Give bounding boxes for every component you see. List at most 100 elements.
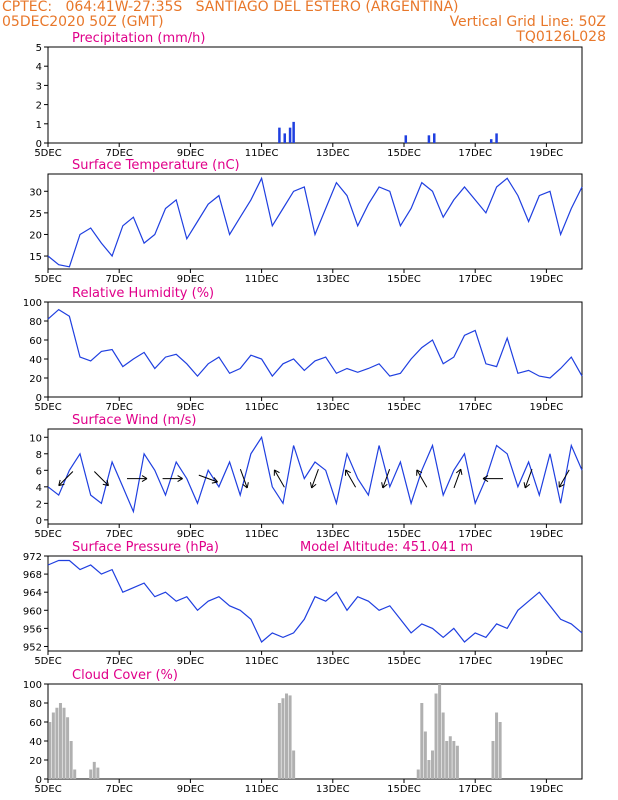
cloud-ytick-label: 60 [29,718,42,729]
wind-series-line [47,435,583,514]
cloud-bar [277,703,281,779]
pres-xtick-label: 15DEC [387,656,421,667]
rh-series-line [47,308,583,379]
rh-ytick-label: 100 [23,298,42,309]
temp-title: Surface Temperature (nC) [72,158,240,173]
cloud-xtick-label: 17DEC [458,784,492,795]
rh-ytick-label: 40 [29,355,42,366]
cloud-bar [51,712,55,779]
precip-bar [495,133,498,143]
pres-series-line [47,559,583,643]
cloud-bar [89,769,93,779]
pres-panel: 952 956 960 964 968 972 5DEC 7DEC 9DEC 11DEC 13DEC… [23,540,583,667]
temp-ytick-label: 30 [29,187,42,198]
wind-ytick-label: 0 [36,516,42,527]
rh-frame [47,301,583,398]
temp-series-line [47,176,583,268]
pres-ytick-label: 964 [23,588,42,599]
pres-ytick-label: 972 [23,552,42,563]
cloud-ytick-label: 100 [23,680,42,691]
precip-bar [288,127,292,143]
pres-ytick-label: 952 [23,642,42,653]
wind-ytick-label: 10 [29,433,42,444]
wind-xtick-label: 5DEC [34,529,61,540]
cloud-bar [69,741,73,779]
wind-arrow-shaft [453,468,462,489]
wind-arrow-head [58,479,65,487]
rh-ytick-label: 80 [29,317,42,328]
wind-arrow-head [558,481,565,488]
cloud-bar [73,769,77,779]
cloud-bar [288,695,292,779]
cloud-xtick-label: 7DEC [106,784,133,795]
grid-line-info: Vertical Grid Line: 50Z [449,14,606,30]
temp-xtick-label: 9DEC [177,274,204,285]
cloud-bar [498,722,502,779]
precip-bar [404,135,408,143]
wind-arrow-head [455,468,463,475]
pres-xtick-label: 5DEC [34,656,61,667]
wind-arrow-head [102,479,109,487]
precip-xtick-label: 9DEC [177,148,204,159]
wind-arrow-head [381,482,388,489]
precip-frame [47,46,583,144]
cloud-title: Cloud Cover (%) [72,668,178,683]
wind-arrow-head [309,482,317,489]
wind-xtick-label: 9DEC [177,529,204,540]
cloud-frame [47,683,583,780]
temp-xtick-label: 5DEC [34,274,61,285]
wind-arrow-head [345,469,351,476]
temp-xtick-label: 7DEC [106,274,133,285]
cloud-bar [48,722,52,779]
wind-arrow-head [416,469,423,476]
cloud-bar [66,717,70,779]
cloud-xtick-label: 15DEC [387,784,421,795]
rh-title: Relative Humidity (%) [72,286,214,301]
cloud-panel: 0 20 40 60 80 100 5DEC 7DEC 9DEC 11DEC 13DEC 15DEC 1… [23,668,583,795]
rh-xtick-label: 11DEC [245,402,279,413]
wind-arrow-shaft [93,471,109,486]
wind-arrow-head [273,469,280,476]
chart-header: CPTEC: 064:41W-27:35S SANTIAGO DEL ESTER… [0,0,618,48]
cloud-xtick-label: 5DEC [34,784,61,795]
precip-ytick-label: 1 [36,120,42,131]
wind-arrow-shaft [273,469,285,488]
precip-bar [283,133,286,143]
wind-panel: 0 2 4 6 8 10 5DEC 7DEC 9DEC 11DEC 13DEC 15DEC 17DEC 1… [29,413,583,540]
model-id: TQ0126L028 [516,29,606,45]
temp-xtick-label: 17DEC [458,274,492,285]
wind-xtick-label: 15DEC [387,529,421,540]
cloud-bar [96,767,100,779]
temp-xtick-label: 13DEC [316,274,350,285]
wind-ytick-label: 2 [36,499,42,510]
wind-arrow-shaft [311,468,319,489]
wind-frame [47,428,583,525]
temp-xtick-label: 15DEC [387,274,421,285]
cloud-ytick-label: 40 [29,737,42,748]
cloud-bar [292,750,296,779]
precip-xtick-label: 11DEC [245,148,279,159]
pres-ytick-label: 960 [23,606,42,617]
temp-ytick-label: 15 [29,252,42,263]
rh-xtick-label: 17DEC [458,402,492,413]
cloud-xtick-label: 9DEC [177,784,204,795]
cloud-ytick-label: 20 [29,756,42,767]
precip-title: Precipitation (mm/h) [72,31,205,46]
precip-ytick-label: 3 [36,81,42,92]
rh-ytick-label: 60 [29,336,42,347]
cloud-bar [420,703,424,779]
cloud-bar [434,693,438,779]
pres-xtick-label: 19DEC [530,656,564,667]
cloud-xtick-label: 13DEC [316,784,350,795]
temp-xtick-label: 11DEC [245,274,279,285]
wind-arrow-head [177,475,183,482]
pres-title: Surface Pressure (hPa) [72,540,219,555]
cloud-bar [430,750,434,779]
pres-frame [47,555,583,652]
cloud-bar [441,712,445,779]
wind-arrow-head [211,477,218,484]
wind-ytick-label: 4 [36,483,42,494]
pres-xtick-label: 17DEC [458,656,492,667]
cloud-bar [455,745,459,779]
pres-xtick-label: 11DEC [245,656,279,667]
